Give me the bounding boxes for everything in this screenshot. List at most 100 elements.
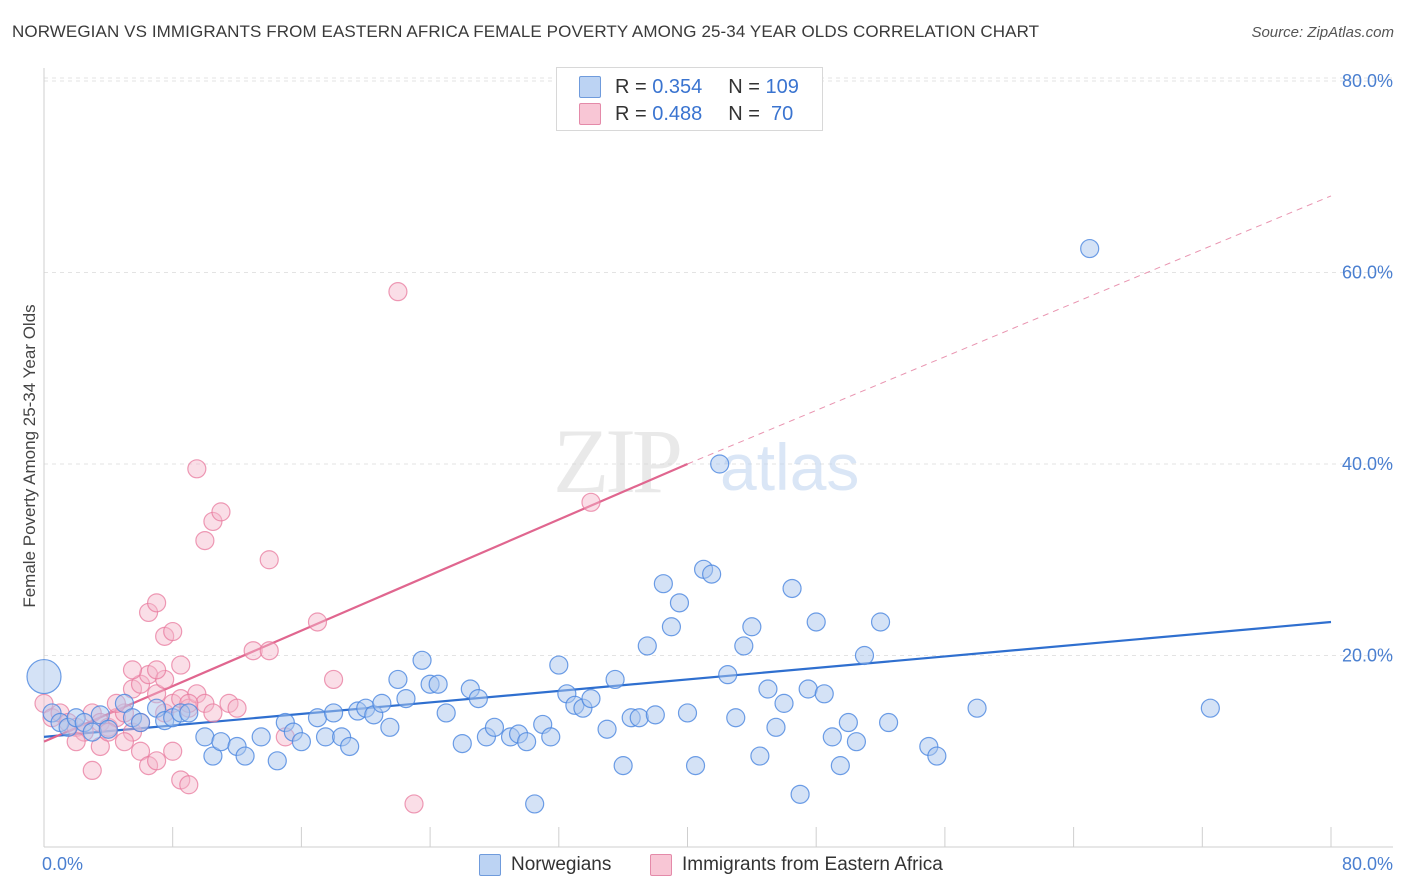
point-immigrants: [66, 732, 86, 752]
point-norwegians: [734, 636, 754, 656]
point-immigrants: [203, 703, 223, 723]
point-norwegians: [798, 679, 818, 699]
point-norwegians: [388, 669, 408, 690]
point-norwegians: [1080, 238, 1100, 259]
point-immigrants: [130, 674, 151, 694]
point-norwegians: [750, 746, 770, 766]
point-norwegians: [307, 708, 328, 728]
point-norwegians: [82, 722, 102, 742]
point-immigrants: [259, 641, 279, 661]
point-norwegians: [380, 717, 400, 737]
x-tick-label: 0.0%: [42, 854, 83, 874]
point-norwegians: [927, 746, 947, 766]
trend-line-immigrants-extension: [687, 195, 1332, 465]
legend-r-label: R =: [615, 75, 653, 98]
point-immigrants: [130, 741, 151, 761]
legend-r-value: 0.354: [652, 75, 703, 98]
point-norwegians: [549, 655, 569, 675]
point-norwegians: [645, 705, 665, 725]
y-axis-label: Female Poverty Among 25-34 Year Olds: [20, 304, 39, 607]
point-norwegians: [517, 732, 537, 752]
point-norwegians: [372, 693, 392, 713]
point-norwegians: [629, 708, 649, 728]
point-norwegians: [846, 732, 867, 752]
y-tick-label: 20.0%: [1342, 646, 1393, 666]
point-norwegians: [396, 688, 416, 709]
point-norwegians: [653, 574, 673, 594]
point-immigrants: [259, 550, 279, 570]
point-immigrants: [203, 511, 223, 532]
point-norwegians: [90, 705, 110, 725]
point-immigrants: [147, 751, 167, 771]
point-norwegians: [718, 665, 738, 685]
point-immigrants: [187, 684, 207, 704]
point-immigrants: [171, 655, 191, 675]
trend-line-norwegians: [43, 620, 1332, 738]
y-tick-label: 40.0%: [1342, 454, 1393, 474]
point-norwegians: [291, 732, 311, 752]
legend-r-label: R =: [615, 102, 653, 125]
point-immigrants: [388, 282, 408, 302]
bottom-legend-immigrants: Immigrants from Eastern Africa: [650, 852, 943, 878]
point-norwegians: [854, 645, 875, 666]
point-norwegians: [468, 688, 488, 709]
point-norwegians: [726, 708, 746, 728]
point-norwegians: [613, 756, 633, 776]
y-tick-label: 80.0%: [1342, 71, 1393, 91]
legend-swatch-pink: [579, 103, 601, 125]
trend-line-immigrants: [43, 462, 688, 743]
point-immigrants: [243, 641, 263, 661]
point-norwegians: [766, 717, 786, 737]
point-immigrants: [147, 593, 167, 613]
point-norwegians: [340, 736, 360, 757]
point-norwegians: [251, 727, 271, 747]
x-tick-label: 80.0%: [1342, 854, 1393, 874]
point-immigrants: [307, 612, 328, 632]
point-norwegians: [702, 564, 722, 584]
point-norwegians: [26, 658, 62, 695]
point-immigrants: [323, 669, 344, 690]
point-norwegians: [967, 698, 987, 718]
point-norwegians: [179, 703, 199, 723]
point-norwegians: [677, 703, 698, 723]
trend-lines: [43, 195, 1332, 743]
bottom-legend-norwegians: Norwegians: [479, 852, 611, 878]
point-immigrants: [155, 669, 175, 690]
point-immigrants: [211, 502, 231, 522]
legend-r-value: 0.488: [652, 102, 703, 125]
chart-source: Source: ZipAtlas.com: [1251, 24, 1394, 41]
point-norwegians: [315, 727, 336, 747]
point-norwegians: [685, 756, 706, 776]
point-norwegians: [484, 717, 505, 737]
point-norwegians: [1200, 698, 1220, 718]
point-immigrants: [114, 732, 135, 752]
point-norwegians: [838, 712, 858, 733]
point-immigrants: [227, 698, 247, 718]
legend-n-value: 109: [765, 75, 799, 98]
point-norwegians: [870, 612, 891, 632]
point-norwegians: [114, 693, 135, 713]
watermark-atlas: atlas: [720, 430, 859, 504]
point-norwegians: [428, 674, 448, 694]
point-immigrants: [82, 760, 102, 781]
legend: R = 0.354 N = 109 R = 0.488 N = 70: [556, 67, 823, 131]
point-norwegians: [758, 679, 778, 699]
point-norwegians: [98, 719, 118, 739]
chart-title: NORWEGIAN VS IMMIGRANTS FROM EASTERN AFR…: [12, 22, 1040, 41]
point-norwegians: [806, 612, 826, 632]
point-norwegians: [790, 784, 810, 804]
point-norwegians: [436, 703, 456, 723]
point-norwegians: [211, 732, 231, 752]
watermark-zip: ZIP: [553, 410, 680, 512]
point-norwegians: [452, 733, 472, 754]
tick-labels: 20.0% 40.0% 60.0% 80.0% 0.0% 80.0%: [42, 71, 1393, 874]
point-immigrants: [90, 736, 110, 757]
point-immigrants: [138, 602, 159, 623]
point-norwegians: [581, 688, 601, 709]
y-tick-label: 60.0%: [1342, 263, 1393, 283]
axes: [43, 68, 1393, 848]
point-norwegians: [814, 684, 834, 704]
point-norwegians: [541, 727, 561, 747]
point-norwegians: [235, 746, 255, 766]
